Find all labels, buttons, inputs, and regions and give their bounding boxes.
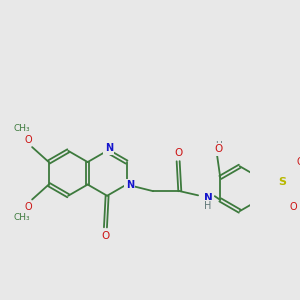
Text: N: N (126, 180, 134, 190)
Text: CH₃: CH₃ (14, 213, 31, 222)
Text: O: O (297, 158, 300, 167)
Text: S: S (278, 177, 286, 187)
Text: O: O (214, 144, 223, 154)
Text: H: H (204, 201, 212, 211)
Text: N: N (204, 193, 212, 203)
Text: O: O (174, 148, 182, 158)
Text: O: O (24, 202, 32, 212)
Text: H: H (215, 141, 222, 150)
Text: O: O (101, 231, 110, 241)
Text: O: O (24, 135, 32, 145)
Text: O: O (290, 202, 297, 212)
Text: N: N (105, 143, 113, 153)
Text: CH₃: CH₃ (14, 124, 31, 133)
